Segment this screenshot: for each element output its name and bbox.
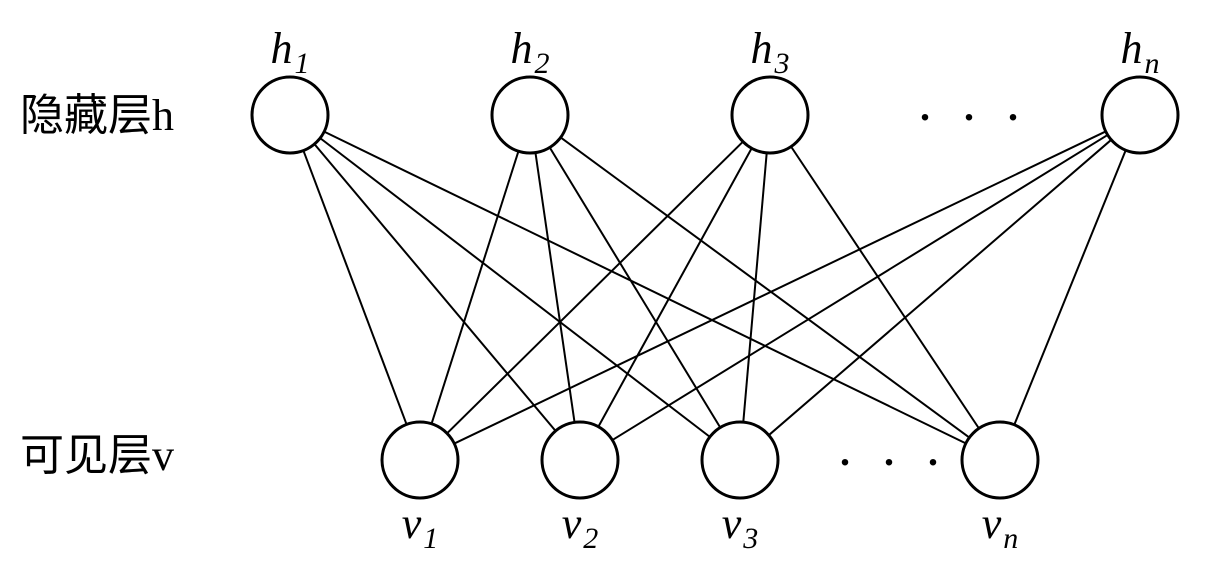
node-label-sub: 2 [535,47,550,80]
node-label-main: v [402,499,422,548]
edge [454,131,1105,443]
node-h1 [252,77,328,153]
edge [320,138,710,437]
node-h3 [732,77,808,153]
node-label-sub: n [1145,47,1160,80]
node-label-h1: h1 [271,24,310,80]
node-label-sub: n [1003,522,1018,555]
edge [447,142,743,434]
hidden-layer-label: 隐藏层h [20,91,174,140]
edge [598,148,751,426]
edges-group [303,131,1125,443]
edge [1014,150,1125,425]
node-v1 [382,422,458,498]
node-label-v2: v2 [562,499,599,555]
node-label-main: v [722,499,742,548]
edge [535,153,574,423]
node-label-sub: 3 [774,47,790,80]
node-label-v1: v1 [402,499,439,555]
node-v2 [542,422,618,498]
rbm-diagram: h1h2h3hnv1v2v3vn. . .. . .隐藏层h可见层v [0,0,1228,583]
node-label-sub: 1 [295,47,310,80]
visible-ellipsis: . . . [840,429,950,474]
node-label-sub: 1 [423,522,438,555]
node-label-main: h [511,24,533,73]
visible-layer-label: 可见层v [20,431,174,480]
edge [612,135,1107,440]
node-vn [962,422,1038,498]
node-label-main: h [751,24,773,73]
node-label-h2: h2 [511,24,550,80]
node-label-hn: hn [1121,24,1160,80]
node-label-main: h [1121,24,1143,73]
edge [769,140,1111,435]
hidden-ellipsis: . . . [920,84,1030,129]
node-label-sub: 3 [742,522,758,555]
node-h2 [492,77,568,153]
node-label-vn: vn [982,499,1019,555]
edge [791,147,979,429]
node-label-h3: h3 [751,24,790,80]
node-label-main: h [271,24,293,73]
edge [324,132,966,444]
node-label-v3: v3 [722,499,759,555]
node-v3 [702,422,778,498]
node-label-main: v [562,499,582,548]
node-label-sub: 2 [583,522,598,555]
node-label-main: v [982,499,1002,548]
edge [314,144,555,431]
edge [432,151,519,424]
node-hn [1102,77,1178,153]
edge [743,153,766,422]
